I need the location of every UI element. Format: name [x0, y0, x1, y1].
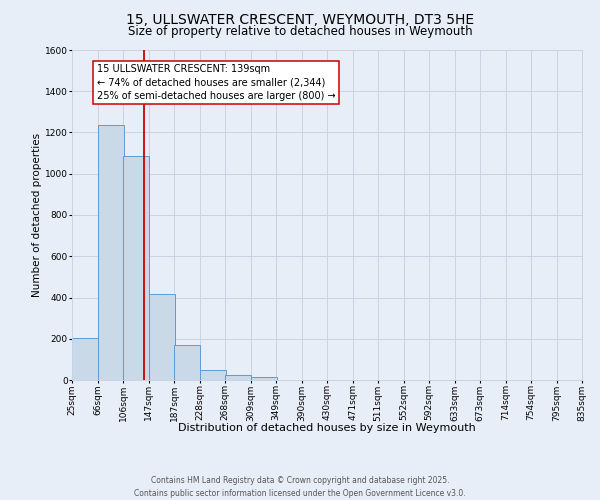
- Text: Contains HM Land Registry data © Crown copyright and database right 2025.
Contai: Contains HM Land Registry data © Crown c…: [134, 476, 466, 498]
- Bar: [149, 294, 175, 380]
- Y-axis label: Number of detached properties: Number of detached properties: [32, 133, 42, 297]
- Bar: [200, 370, 226, 380]
- Bar: [251, 377, 277, 380]
- X-axis label: Distribution of detached houses by size in Weymouth: Distribution of detached houses by size …: [178, 424, 476, 434]
- Bar: [72, 338, 98, 380]
- Text: 15 ULLSWATER CRESCENT: 139sqm
← 74% of detached houses are smaller (2,344)
25% o: 15 ULLSWATER CRESCENT: 139sqm ← 74% of d…: [97, 64, 335, 101]
- Bar: [123, 156, 149, 380]
- Text: Size of property relative to detached houses in Weymouth: Size of property relative to detached ho…: [128, 25, 472, 38]
- Bar: [98, 126, 124, 380]
- Bar: [174, 345, 200, 380]
- Bar: [225, 376, 251, 380]
- Text: 15, ULLSWATER CRESCENT, WEYMOUTH, DT3 5HE: 15, ULLSWATER CRESCENT, WEYMOUTH, DT3 5H…: [126, 12, 474, 26]
